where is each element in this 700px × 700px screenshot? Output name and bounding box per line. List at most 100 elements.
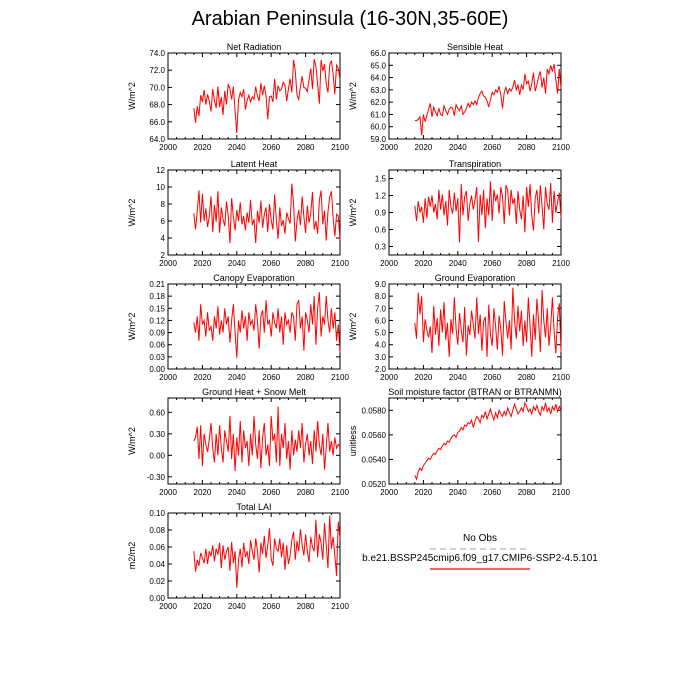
x-tick-label: 2000 xyxy=(159,488,177,497)
chart-panel-9: Total LAI m2/m2 2000 2020 2040 2060 2080 2100 0.… xyxy=(127,502,349,611)
panel-title: Total LAI xyxy=(236,502,271,512)
x-tick-label: 2060 xyxy=(483,143,501,152)
y-tick-label: 0.21 xyxy=(149,280,165,289)
y-tick-label: 3.0 xyxy=(375,353,387,362)
y-tick-label: 65.0 xyxy=(370,61,386,70)
x-tick-label: 2100 xyxy=(331,259,349,268)
y-tick-label: 0.60 xyxy=(149,408,165,417)
y-axis-label: W/m^2 xyxy=(348,313,358,341)
y-tick-label: 0.00 xyxy=(149,365,165,374)
x-tick-label: 2100 xyxy=(552,488,570,497)
series-line xyxy=(193,406,341,472)
y-tick-label: 2.0 xyxy=(375,365,387,374)
x-tick-label: 2020 xyxy=(194,143,212,152)
y-tick-label: 0.0560 xyxy=(362,431,387,440)
y-tick-label: 7.0 xyxy=(375,304,387,313)
y-tick-label: 0.18 xyxy=(149,292,165,301)
chart-panel-1: Net Radiation W/m^2 2000 2020 2040 2060 2080 21… xyxy=(127,42,349,152)
x-tick-label: 2080 xyxy=(297,259,315,268)
chart-panel-4: Transpiration W/m^2 2000 2020 2040 2060 2080 21… xyxy=(348,159,570,268)
y-axis-label: W/m^2 xyxy=(127,82,137,110)
y-tick-label: 0.00 xyxy=(149,451,165,460)
y-tick-label: 0.9 xyxy=(375,209,387,218)
y-axis-label: W/m^2 xyxy=(348,199,358,227)
y-tick-label: 68.0 xyxy=(149,101,165,110)
x-tick-label: 2100 xyxy=(552,373,570,382)
y-tick-label: 63.0 xyxy=(370,86,386,95)
panel-title: Net Radiation xyxy=(227,42,282,52)
y-tick-label: 6 xyxy=(161,217,166,226)
y-tick-label: 12 xyxy=(156,166,165,175)
chart-panel-2: Sensible Heat W/m^2 2000 2020 2040 2060 2080 21… xyxy=(348,42,570,152)
y-tick-label: 5.0 xyxy=(375,329,387,338)
x-tick-label: 2080 xyxy=(297,143,315,152)
panel-title: Latent Heat xyxy=(231,159,278,169)
y-tick-label: 2 xyxy=(161,251,166,260)
legend-obs-label: No Obs xyxy=(463,533,497,544)
series-line xyxy=(193,183,341,244)
series-line xyxy=(193,292,341,358)
panel-title: Sensible Heat xyxy=(447,42,504,52)
y-tick-label: 10 xyxy=(156,183,165,192)
x-tick-label: 2060 xyxy=(483,259,501,268)
y-tick-label: 0.6 xyxy=(375,226,387,235)
x-tick-label: 2060 xyxy=(262,488,280,497)
chart-panel-6: Ground Evaporation W/m^2 2000 2020 2040 2060 2… xyxy=(348,273,570,382)
series-line xyxy=(193,515,341,588)
y-tick-label: 0.0520 xyxy=(362,480,387,489)
y-tick-label: 70.0 xyxy=(149,83,165,92)
page-title: Arabian Peninsula (16-30N,35-60E) xyxy=(191,8,509,30)
y-tick-label: 8 xyxy=(161,200,166,209)
x-tick-label: 2080 xyxy=(297,488,315,497)
y-tick-label: 8.0 xyxy=(375,292,387,301)
chart-panel-7: Ground Heat + Snow Melt W/m^2 2000 2020 2040… xyxy=(127,387,349,497)
y-tick-label: 9.0 xyxy=(375,280,387,289)
y-tick-label: 60.0 xyxy=(370,123,386,132)
y-tick-label: 0.0540 xyxy=(362,455,387,464)
chart-panel-8: Soil moisture factor (BTRAN or BTRANMN) u… xyxy=(348,387,570,497)
y-tick-label: 62.0 xyxy=(370,98,386,107)
legend-obs-swatch xyxy=(430,548,530,550)
x-tick-label: 2040 xyxy=(228,143,246,152)
plot-frame xyxy=(167,169,341,256)
y-tick-label: 4 xyxy=(161,234,166,243)
y-tick-label: 0.02 xyxy=(149,577,165,586)
x-tick-label: 2000 xyxy=(380,259,398,268)
x-tick-label: 2040 xyxy=(449,373,467,382)
x-tick-label: 2060 xyxy=(262,143,280,152)
chart-panel-3: Latent Heat W/m^2 2000 2020 2040 2060 2080 2100… xyxy=(127,159,349,268)
y-tick-label: 1.2 xyxy=(375,192,387,201)
panel-title: Ground Heat + Snow Melt xyxy=(202,387,306,397)
x-tick-label: 2040 xyxy=(228,602,246,611)
x-tick-label: 2020 xyxy=(415,373,433,382)
x-tick-label: 2060 xyxy=(262,373,280,382)
x-tick-label: 2060 xyxy=(483,488,501,497)
x-tick-label: 2040 xyxy=(449,488,467,497)
x-tick-label: 2020 xyxy=(415,143,433,152)
y-tick-label: 0.03 xyxy=(149,353,165,362)
y-tick-label: 1.5 xyxy=(375,175,387,184)
panel-title: Ground Evaporation xyxy=(435,273,516,283)
x-tick-label: 2080 xyxy=(518,259,536,268)
x-tick-label: 2080 xyxy=(518,488,536,497)
x-tick-label: 2000 xyxy=(380,373,398,382)
y-tick-label: 61.0 xyxy=(370,110,386,119)
x-tick-label: 2100 xyxy=(552,143,570,152)
y-axis-label: W/m^2 xyxy=(127,313,137,341)
x-tick-label: 2100 xyxy=(331,373,349,382)
series-line xyxy=(193,58,341,134)
y-tick-label: 0.0580 xyxy=(362,406,387,415)
y-tick-label: 59.0 xyxy=(370,135,386,144)
x-tick-label: 2060 xyxy=(483,373,501,382)
series-line xyxy=(414,181,562,243)
y-tick-label: 72.0 xyxy=(149,66,165,75)
x-tick-label: 2000 xyxy=(159,602,177,611)
y-tick-label: 64.0 xyxy=(149,135,165,144)
x-tick-label: 2080 xyxy=(518,373,536,382)
x-tick-label: 2040 xyxy=(228,373,246,382)
x-tick-label: 2000 xyxy=(159,259,177,268)
x-tick-label: 2080 xyxy=(297,602,315,611)
y-tick-label: -0.30 xyxy=(147,473,166,482)
y-tick-label: 6.0 xyxy=(375,316,387,325)
